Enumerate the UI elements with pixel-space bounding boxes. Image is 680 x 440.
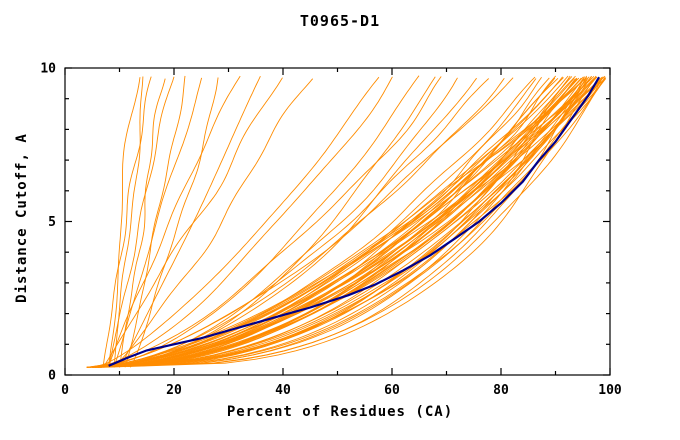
- model-curve: [97, 77, 606, 368]
- x-axis-label: Percent of Residues (CA): [226, 404, 454, 420]
- model-curve: [108, 77, 141, 368]
- model-curve: [94, 76, 380, 368]
- model-curve: [86, 75, 569, 368]
- model-curve: [113, 76, 144, 368]
- x-tick-label: 20: [166, 383, 182, 398]
- model-curve: [124, 75, 186, 368]
- model-curve: [97, 77, 477, 368]
- model-curve: [97, 76, 393, 368]
- x-tick-label: 80: [493, 383, 509, 398]
- x-tick-labels: 0 20 40 60 80 100: [61, 383, 622, 398]
- model-curve: [89, 76, 442, 368]
- model-curve: [92, 76, 436, 368]
- model-curve: [92, 77, 607, 368]
- model-curve: [89, 76, 598, 368]
- model-curve: [130, 77, 219, 368]
- model-curve: [92, 78, 575, 368]
- model-curve: [100, 75, 595, 368]
- axis-ticks: [64, 67, 611, 376]
- model-curve: [92, 78, 603, 368]
- model-curve: [100, 77, 458, 368]
- model-curve: [119, 78, 166, 368]
- y-tick-label: 10: [40, 62, 56, 77]
- model-curve: [113, 78, 314, 368]
- x-tick-label: 0: [61, 383, 69, 398]
- model-curve: [89, 76, 573, 368]
- model-curve: [94, 76, 604, 368]
- model-curve: [97, 75, 571, 368]
- y-tick-label: 5: [48, 215, 56, 230]
- y-tick-label: 0: [48, 369, 56, 384]
- model-curve: [94, 75, 606, 368]
- model-curve: [92, 75, 588, 368]
- model-curve: [108, 75, 241, 368]
- model-curve: [86, 76, 593, 368]
- model-curve: [97, 77, 580, 368]
- ensemble-curves: [86, 75, 607, 368]
- y-tick-labels: 0 5 10: [40, 62, 56, 384]
- model-curve: [102, 77, 283, 368]
- model-curve: [92, 77, 514, 368]
- x-tick-label: 40: [275, 383, 291, 398]
- x-tick-label: 100: [598, 383, 622, 398]
- model-curve: [92, 77, 550, 368]
- model-curve: [97, 76, 590, 368]
- model-curve: [92, 77, 559, 368]
- model-curve: [89, 75, 576, 368]
- model-curve: [89, 78, 589, 368]
- model-curve: [86, 77, 542, 368]
- model-curve: [97, 77, 607, 368]
- model-curve: [119, 76, 261, 368]
- model-curve: [94, 76, 586, 368]
- model-curve: [102, 76, 152, 368]
- model-curve: [97, 76, 603, 368]
- chart-title: T0965-D1: [299, 12, 381, 30]
- model-curve: [113, 77, 203, 368]
- x-tick-label: 60: [384, 383, 400, 398]
- model-curve: [94, 76, 536, 368]
- model-curve: [97, 76, 592, 368]
- model-curve: [92, 75, 597, 368]
- model-curve: [97, 77, 587, 368]
- model-curve: [86, 75, 557, 368]
- model-curve: [94, 75, 420, 368]
- model-curve: [100, 77, 570, 368]
- highlighted-model-curve: [108, 76, 601, 367]
- y-axis-label: Distance Cutoff, A: [14, 133, 30, 303]
- model-curve: [92, 77, 586, 368]
- model-curve: [108, 76, 175, 368]
- model-curve: [92, 77, 505, 368]
